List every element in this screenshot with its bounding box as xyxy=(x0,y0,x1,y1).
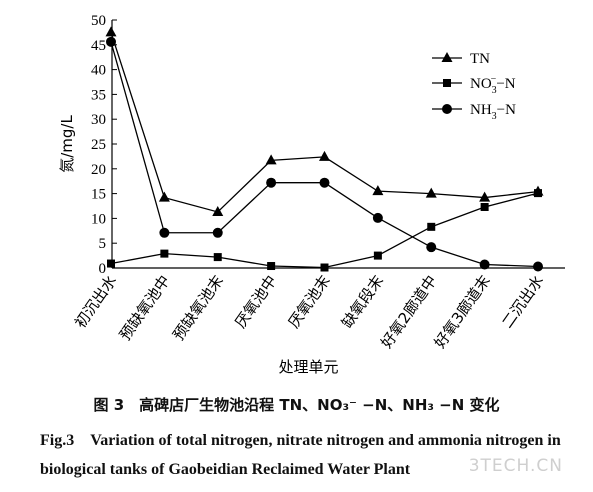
x-tick-label: 预缺氧池中 xyxy=(116,272,174,344)
y-tick-label: 35 xyxy=(91,87,106,103)
y-tick-label: 40 xyxy=(91,63,106,79)
y-axis-title: 氮/mg/L xyxy=(58,115,76,173)
y-tick-label: 50 xyxy=(91,13,106,29)
y-tick-label: 15 xyxy=(91,187,106,203)
x-tick-label: 厌氧池末 xyxy=(285,272,334,331)
data-point-0-7 xyxy=(479,191,491,202)
x-tick-label: 二沉出水 xyxy=(498,272,547,331)
x-tick-label: 厌氧池中 xyxy=(231,272,280,331)
data-point-2-2 xyxy=(212,227,223,238)
y-tick-label: 20 xyxy=(91,162,106,178)
data-point-0-5 xyxy=(372,185,384,196)
data-point-2-6 xyxy=(426,242,437,253)
data-point-2-7 xyxy=(479,259,490,270)
watermark: 3TECH.CN xyxy=(468,456,563,476)
data-point-2-8 xyxy=(533,261,543,272)
data-point-1-4 xyxy=(320,263,329,272)
legend-marker-0 xyxy=(441,52,453,62)
chart-area: 0 5 10 15 20 25 30 35 40 45 50 氮/mg/L 初沉出水 预缺氧池中 预缺氧池末… xyxy=(58,13,565,376)
line-chart: 0 5 10 15 20 25 30 35 40 45 50 氮/mg/L 初沉出水预缺氧池中预缺氧池末… xyxy=(58,13,565,376)
x-tick-label: 好氧3廊道末 xyxy=(431,272,494,352)
data-point-2-3 xyxy=(266,177,277,188)
data-point-2-0 xyxy=(106,36,116,47)
data-point-1-5 xyxy=(373,251,382,260)
data-point-2-5 xyxy=(372,212,383,223)
data-point-1-0 xyxy=(107,259,115,268)
data-point-0-2 xyxy=(212,205,224,216)
x-tick-label: 缺氧段末 xyxy=(338,272,387,331)
data-point-1-6 xyxy=(427,222,436,231)
data-point-1-8 xyxy=(534,189,542,198)
legend-marker-2 xyxy=(442,104,452,114)
figure-caption-english: Fig.3 Variation of total nitrogen, nitra… xyxy=(40,432,561,478)
y-tick-label: 5 xyxy=(99,236,107,252)
legend-label-2: NH3−N xyxy=(470,102,516,122)
legend-label-0: TN xyxy=(470,51,490,67)
y-tick-label: 30 xyxy=(91,112,106,128)
y-tick-label: 0 xyxy=(99,261,107,277)
x-tick-label: 预缺氧池末 xyxy=(169,272,227,344)
data-point-2-4 xyxy=(319,177,330,188)
data-point-1-3 xyxy=(267,262,276,271)
data-point-1-2 xyxy=(213,253,222,262)
y-tick-label: 25 xyxy=(91,137,106,153)
data-point-1-1 xyxy=(160,249,169,258)
data-point-0-3 xyxy=(265,154,277,165)
data-point-1-7 xyxy=(480,202,489,211)
series-line-1 xyxy=(110,192,539,269)
y-tick-label: 45 xyxy=(91,38,106,54)
data-point-2-1 xyxy=(159,227,170,238)
data-point-0-1 xyxy=(158,191,170,202)
data-point-0-4 xyxy=(319,150,330,161)
x-tick-label: 初沉出水 xyxy=(71,272,120,331)
data-point-0-0 xyxy=(105,26,117,37)
data-point-0-6 xyxy=(425,187,437,198)
x-axis-title: 处理单元 xyxy=(278,358,338,376)
y-tick-label: 10 xyxy=(91,211,106,227)
legend-marker-1 xyxy=(443,79,451,87)
legend-label-1: NO3−−N xyxy=(470,74,516,96)
figure-caption-chinese: 图 3 高碑店厂生物池沿程 TN、NO₃⁻ −N、NH₃ −N 变化 xyxy=(93,396,500,414)
